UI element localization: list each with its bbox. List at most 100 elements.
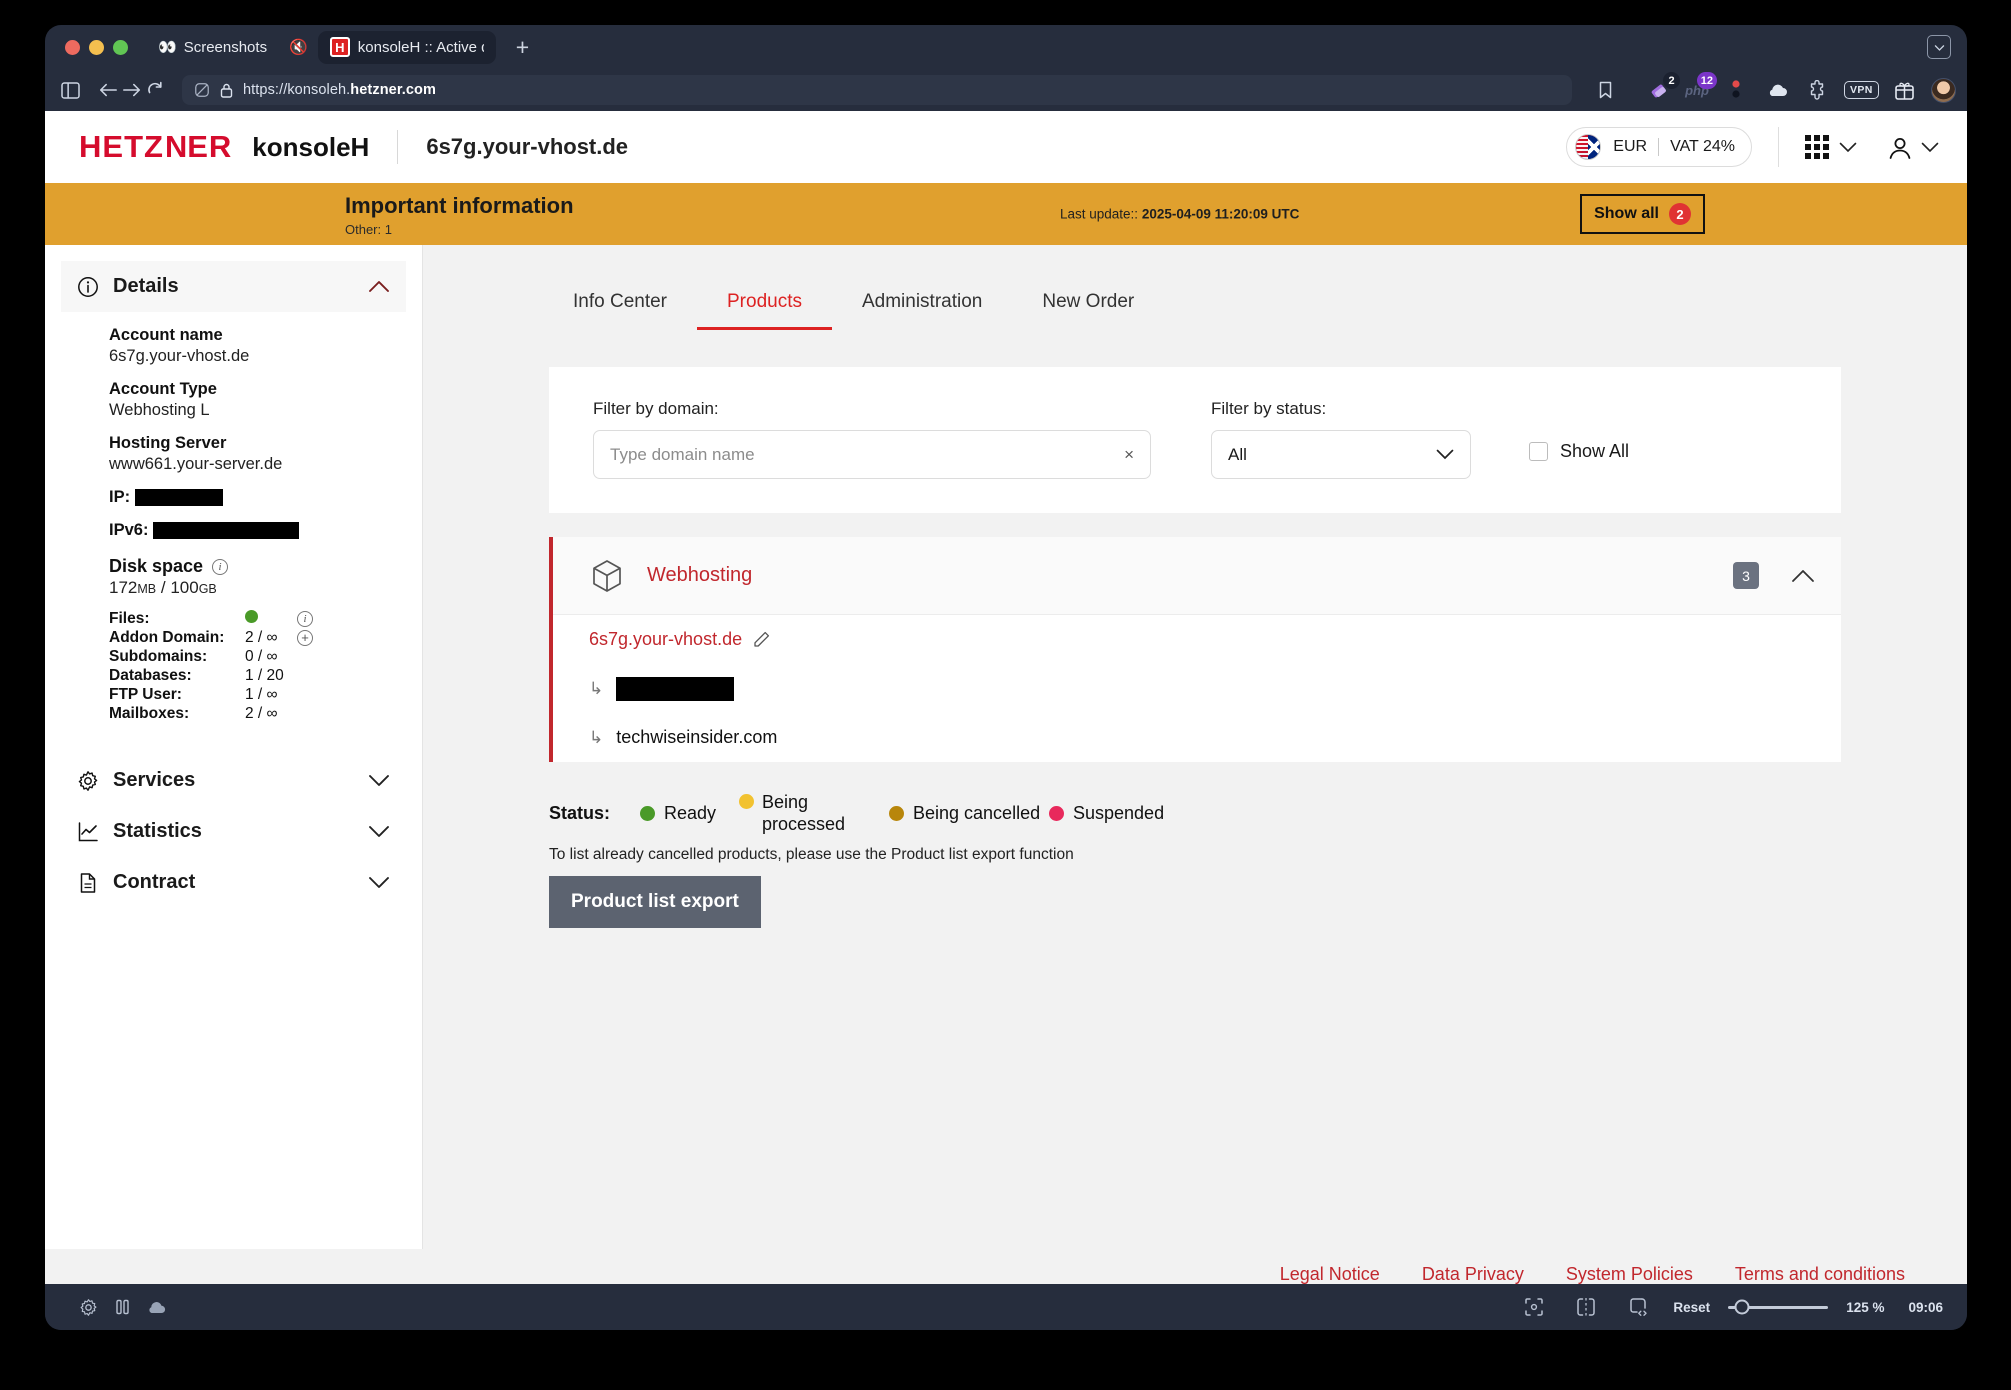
tab-info-center[interactable]: Info Center: [573, 291, 667, 312]
chart-icon: [77, 821, 99, 843]
info-icon-files[interactable]: i: [297, 610, 313, 627]
focus-icon[interactable]: [1517, 1297, 1551, 1317]
sidebar-item-services[interactable]: Services: [61, 755, 406, 806]
footer-link-data-privacy[interactable]: Data Privacy: [1421, 1264, 1524, 1284]
cloud-icon[interactable]: [139, 1300, 173, 1315]
pause-icon[interactable]: [105, 1299, 139, 1315]
status-dot-green: [245, 609, 258, 623]
clear-icon[interactable]: ×: [1124, 444, 1134, 464]
product-row-name-redacted: [616, 676, 735, 701]
zoom-reset-button[interactable]: Reset: [1673, 1299, 1711, 1315]
lock-icon: [220, 83, 233, 98]
stat-label: Addon Domain:: [109, 628, 225, 646]
tab-new-order[interactable]: New Order: [1042, 291, 1135, 312]
speaker-icon[interactable]: 🔇: [289, 39, 308, 56]
product-group-header[interactable]: Webhosting 3: [553, 537, 1841, 615]
footer-link-terms[interactable]: Terms and conditions: [1734, 1264, 1905, 1284]
close-window-button[interactable]: [65, 39, 80, 55]
info-icon-disk[interactable]: i: [212, 558, 229, 575]
new-tab-button[interactable]: +: [515, 33, 530, 60]
browser-tab-konsoleh[interactable]: H konsoleH :: Active domains: [317, 30, 496, 64]
product-list-export-button[interactable]: Product list export: [549, 876, 761, 928]
product-group-card: Webhosting 3 6s7g.your-vhost.de Webh: [549, 537, 1841, 762]
gift-extension-icon[interactable]: [1890, 75, 1920, 105]
minimize-window-button[interactable]: [89, 39, 104, 55]
chevron-down-icon-contract[interactable]: [368, 876, 390, 889]
browser-tab-screenshots[interactable]: 👀 Screenshots: [146, 31, 279, 64]
split-icon[interactable]: [1569, 1297, 1603, 1317]
pin-extension-icon[interactable]: [1721, 75, 1751, 105]
chevron-down-icon-account[interactable]: [1921, 142, 1939, 153]
bookmark-icon[interactable]: [1590, 75, 1620, 105]
status-filter-select[interactable]: All: [1211, 430, 1471, 479]
sidebar-item-statistics[interactable]: Statistics: [61, 806, 406, 857]
reload-icon[interactable]: [146, 75, 164, 105]
back-icon[interactable]: [98, 75, 118, 105]
currency-divider: [1658, 138, 1660, 156]
devtools-icon[interactable]: [1621, 1297, 1655, 1317]
sidebar-item-contract[interactable]: Contract: [61, 857, 406, 908]
sidebar-toggle-icon[interactable]: [61, 75, 80, 105]
header-right: EUR VAT 24%: [1566, 127, 1939, 167]
domain-filter-input[interactable]: Type domain name ×: [593, 430, 1151, 479]
profile-avatar[interactable]: [1930, 77, 1956, 103]
chevron-down-icon-status[interactable]: [1436, 449, 1454, 460]
apps-grid-icon[interactable]: [1805, 135, 1829, 159]
product-row-name[interactable]: 6s7g.your-vhost.de: [589, 629, 743, 649]
show-all-checkbox-wrap[interactable]: Show All: [1529, 441, 1629, 462]
tab-products[interactable]: Products: [697, 281, 832, 330]
window-traffic-lights[interactable]: [65, 39, 128, 55]
banner-subtitle: Other: 1: [345, 222, 392, 237]
window-extras-button[interactable]: [1927, 35, 1951, 59]
hosting-server-label: Hosting Server: [109, 434, 227, 452]
vpn-extension-icon[interactable]: VPN: [1844, 81, 1879, 99]
chevron-up-icon-product-group[interactable]: [1791, 569, 1815, 583]
settings-icon[interactable]: [71, 1298, 105, 1317]
hosting-server-value: www661.your-server.de: [109, 455, 283, 473]
forward-icon[interactable]: [122, 75, 142, 105]
footer-link-system-policies[interactable]: System Policies: [1565, 1264, 1693, 1284]
show-all-checkbox[interactable]: [1529, 442, 1548, 461]
show-all-button[interactable]: Show all 2: [1580, 194, 1705, 234]
url-text: https://konsoleh.hetzner.com: [243, 82, 437, 98]
zoom-slider[interactable]: [1728, 1299, 1829, 1315]
table-row[interactable]: ↳ techwiseinsider.com Domain: [553, 713, 1841, 762]
sidebar-item-label: Contract: [113, 871, 196, 893]
chevron-down-icon[interactable]: [1839, 142, 1857, 153]
eyes-icon: 👀: [158, 39, 177, 56]
tab-administration[interactable]: Administration: [861, 291, 983, 312]
page-content: HETZИER konsoleH 6s7g.your-vhost.de EUR …: [45, 111, 1967, 1311]
sidebar-item-details[interactable]: Details: [61, 261, 406, 312]
account-icon[interactable]: [1887, 135, 1911, 159]
sidebar-item-label: Statistics: [113, 820, 202, 842]
puzzle-extensions-icon[interactable]: [1803, 75, 1833, 105]
cloud-extension-icon[interactable]: [1762, 75, 1792, 105]
legend-label: Being cancelled: [913, 802, 1041, 823]
browser-titlebar: 👀 Screenshots 🔇 H konsoleH :: Active dom…: [45, 25, 1967, 69]
show-all-count-badge: 2: [1669, 203, 1691, 225]
highlighter-extension-icon[interactable]: 2: [1647, 72, 1680, 103]
currency-vat-selector[interactable]: EUR VAT 24%: [1566, 127, 1752, 167]
footer-link-legal-notice[interactable]: Legal Notice: [1279, 1264, 1380, 1284]
table-row[interactable]: ↳ Domain: [553, 664, 1841, 713]
product-row-name[interactable]: techwiseinsider.com: [616, 727, 778, 747]
plus-icon-addon-domain[interactable]: +: [297, 629, 313, 646]
filter-status-label: Filter by status:: [1211, 399, 1327, 418]
footer-links: Legal Notice Data Privacy System Policie…: [1280, 1264, 1905, 1285]
chevron-down-icon-statistics[interactable]: [368, 825, 390, 838]
status-dot-processing: [739, 793, 754, 809]
shield-blocked-icon[interactable]: [194, 82, 210, 98]
product-group-name[interactable]: Webhosting: [647, 564, 753, 586]
maximize-window-button[interactable]: [113, 39, 128, 55]
zoom-slider-knob[interactable]: [1734, 1299, 1750, 1315]
account-type-value: Webhosting L: [109, 401, 210, 419]
show-all-label: Show all: [1594, 205, 1659, 222]
chevron-up-icon[interactable]: [368, 280, 390, 293]
address-bar[interactable]: https://konsoleh.hetzner.com: [182, 75, 1572, 105]
hetzner-logo[interactable]: HETZИER: [79, 129, 233, 164]
edit-pencil-icon[interactable]: [753, 631, 770, 648]
table-row[interactable]: 6s7g.your-vhost.de Webhosting L: [553, 615, 1841, 664]
php-extension-icon[interactable]: php 12: [1684, 72, 1717, 103]
banner-title: Important information: [345, 193, 574, 218]
chevron-down-icon-services[interactable]: [368, 774, 390, 787]
